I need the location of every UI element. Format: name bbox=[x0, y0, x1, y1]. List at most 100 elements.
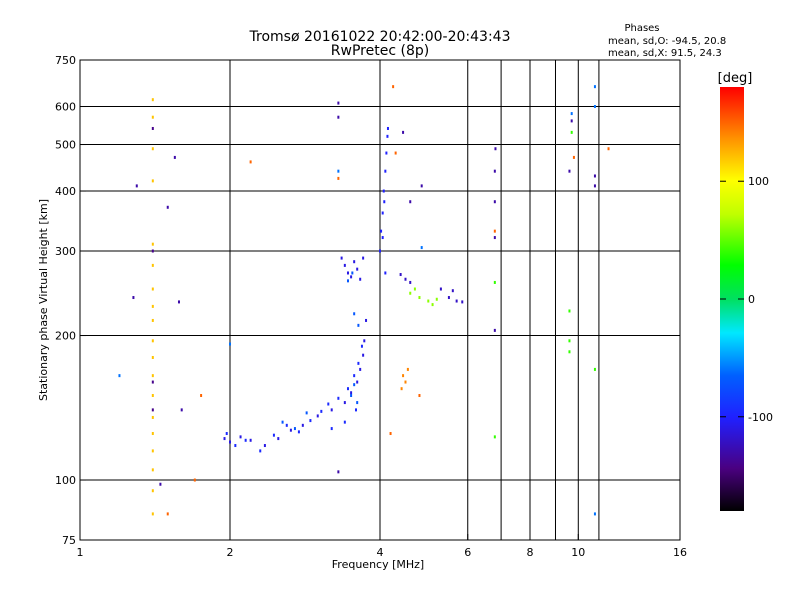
data-point bbox=[151, 249, 154, 253]
data-point bbox=[229, 440, 231, 444]
data-point bbox=[593, 105, 596, 109]
data-point bbox=[151, 318, 154, 322]
colorbar-label: [deg] bbox=[718, 71, 753, 86]
data-point bbox=[593, 184, 596, 188]
data-point bbox=[239, 435, 242, 439]
data-point bbox=[151, 242, 154, 246]
data-point bbox=[365, 318, 368, 322]
data-point bbox=[385, 151, 388, 155]
data-point bbox=[409, 200, 412, 204]
data-point bbox=[350, 394, 353, 398]
data-point bbox=[451, 289, 454, 293]
chart-subtitle: RwPretec (8p) bbox=[331, 43, 429, 59]
data-point bbox=[151, 512, 154, 516]
data-point bbox=[263, 444, 266, 448]
data-point bbox=[151, 374, 154, 378]
y-tick-label: 200 bbox=[55, 330, 76, 343]
data-point bbox=[320, 409, 323, 413]
x-axis-ticks: 1 2 4 6 8 10 16 bbox=[77, 534, 687, 559]
y-tick-label: 400 bbox=[55, 185, 76, 198]
data-point bbox=[151, 304, 154, 308]
data-point bbox=[151, 147, 154, 151]
data-point bbox=[327, 402, 330, 406]
data-point bbox=[151, 126, 154, 130]
data-point bbox=[337, 176, 340, 180]
data-point bbox=[362, 256, 365, 260]
data-point bbox=[337, 115, 340, 119]
data-point bbox=[568, 350, 571, 354]
data-point bbox=[362, 353, 365, 357]
data-point bbox=[568, 339, 571, 343]
data-point bbox=[234, 444, 237, 448]
colorbar-tick-label: 0 bbox=[748, 293, 755, 306]
data-point bbox=[151, 339, 154, 343]
data-point bbox=[350, 275, 353, 279]
data-point bbox=[159, 482, 162, 486]
data-point bbox=[435, 297, 438, 301]
data-point bbox=[173, 155, 176, 159]
data-point bbox=[151, 179, 154, 183]
data-point bbox=[402, 374, 405, 378]
data-point bbox=[356, 267, 359, 271]
data-point bbox=[406, 367, 409, 371]
y-axis-label: Stationary phase Virtual Height [km] bbox=[37, 199, 50, 401]
data-point bbox=[402, 130, 405, 134]
data-point bbox=[494, 147, 497, 151]
data-point bbox=[353, 383, 356, 387]
data-point bbox=[151, 394, 154, 398]
data-point bbox=[400, 387, 403, 391]
data-point bbox=[132, 296, 135, 300]
phase-stats-title: Phases bbox=[624, 23, 659, 34]
data-point bbox=[346, 279, 349, 283]
data-point bbox=[151, 115, 154, 119]
data-point bbox=[151, 449, 154, 453]
data-point bbox=[151, 415, 154, 419]
y-tick-label: 500 bbox=[55, 139, 76, 152]
data-point bbox=[461, 300, 464, 304]
data-point bbox=[409, 291, 412, 295]
y-axis-ticks: 75 100 200 300 400 500 600 750 bbox=[55, 54, 86, 547]
x-tick-label: 4 bbox=[377, 546, 384, 559]
data-point bbox=[570, 119, 573, 123]
data-point bbox=[223, 437, 226, 441]
data-point bbox=[281, 420, 284, 424]
data-point bbox=[180, 408, 183, 412]
data-point bbox=[399, 273, 402, 277]
data-point bbox=[353, 374, 356, 378]
data-point bbox=[570, 130, 573, 134]
data-point bbox=[384, 169, 387, 173]
data-point bbox=[353, 260, 356, 264]
data-point bbox=[394, 151, 397, 155]
data-point bbox=[420, 246, 423, 250]
data-point bbox=[346, 271, 349, 275]
data-point bbox=[418, 296, 421, 300]
data-point bbox=[301, 423, 304, 427]
data-point bbox=[229, 342, 231, 346]
data-point bbox=[381, 211, 384, 215]
data-point bbox=[346, 387, 349, 391]
data-point bbox=[351, 271, 354, 275]
data-point bbox=[427, 299, 430, 303]
data-point bbox=[360, 344, 363, 348]
data-point bbox=[359, 367, 362, 371]
data-point bbox=[343, 420, 346, 424]
data-point bbox=[593, 174, 596, 178]
data-point bbox=[420, 184, 423, 188]
data-point bbox=[572, 155, 575, 159]
data-point bbox=[356, 401, 359, 405]
data-point bbox=[439, 287, 442, 291]
data-point bbox=[166, 205, 169, 209]
data-point bbox=[384, 271, 387, 275]
data-point bbox=[409, 280, 412, 284]
data-point bbox=[413, 287, 416, 291]
data-point bbox=[200, 394, 203, 398]
data-point bbox=[493, 280, 496, 284]
x-tick-label: 2 bbox=[227, 546, 234, 559]
colorbar-tick-label: 100 bbox=[748, 175, 769, 188]
data-point bbox=[357, 323, 360, 327]
data-point bbox=[340, 256, 343, 260]
data-point bbox=[357, 361, 360, 365]
data-point bbox=[135, 184, 138, 188]
data-point bbox=[607, 147, 610, 151]
x-tick-label: 10 bbox=[571, 546, 585, 559]
